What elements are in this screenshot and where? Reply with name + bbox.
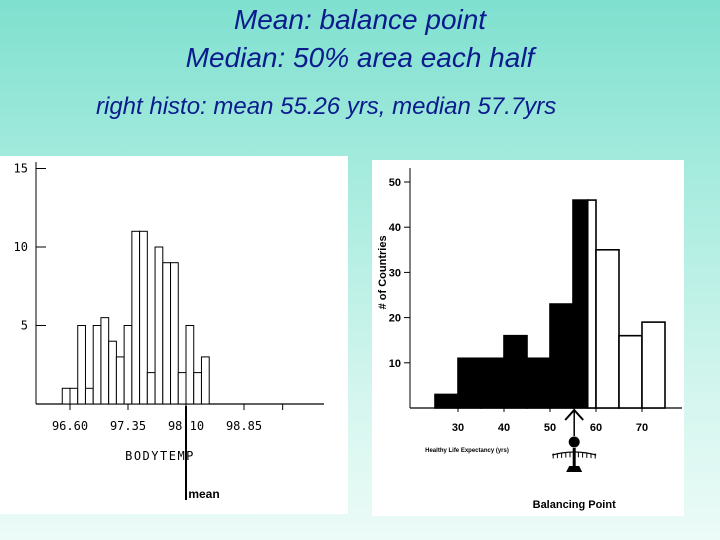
histogram-bar-below-median [434,393,459,409]
x-tick-label: 50 [544,422,556,434]
slide-title-line2: Median: 50% area each half [185,42,535,73]
histogram-bar [139,230,148,405]
x-axis-label: Healthy Life Expectancy (yrs) [425,448,509,454]
y-tick-label: 5 [21,319,28,333]
fulcrum-knob [568,436,580,448]
x-tick-label: 70 [636,422,648,434]
histogram-bar [123,325,133,405]
histogram-bar-above-median [595,249,620,409]
histogram-bar-above-median [641,321,666,409]
histogram-bar [115,356,125,405]
histogram-bar [92,325,102,405]
histogram-bar [131,230,141,405]
y-tick-label: 10 [389,358,401,370]
histogram-bar-below-median [572,199,589,409]
x-tick-label: 40 [498,422,510,434]
y-tick-label: 40 [389,222,401,234]
slide-title-line1: Mean: balance point [233,4,487,35]
y-axis-label: # of Countries [377,235,389,309]
histogram-bar [108,340,117,405]
x-axis-label: BODYTEMP [125,449,195,463]
histogram-bar [162,262,172,405]
fulcrum-base [566,466,583,472]
y-tick-label: 20 [389,313,401,325]
histogram-bar-below-median [457,357,482,409]
histogram-bar-above-median [586,199,597,409]
life-expectancy-histogram-panel: 10 20 30 40 50 # of Countries 30 40 50 60 70 Health… [372,160,684,516]
slide-subtitle: right histo: mean 55.26 yrs, median 57.7… [96,93,557,120]
histogram-bar [69,387,79,405]
x-tick-label: 60 [590,422,602,434]
y-tick-label: 50 [389,177,401,189]
histogram-bar [193,372,202,405]
x-tick-label: 98.85 [226,419,262,433]
histogram-bar [200,356,210,405]
histogram-bar-below-median [526,357,551,409]
x-tick-label: 30 [452,422,464,434]
balancing-point-label: Balancing Point [533,499,616,511]
histogram-bar [185,325,195,405]
histogram-bar [100,317,110,405]
mean-label: mean [188,487,219,501]
histogram-bar [170,262,179,405]
histogram-bar [154,246,164,405]
x-tick-label: 97.35 [110,419,146,433]
y-tick-label: 15 [14,162,28,176]
histogram-bar-below-median [503,334,528,409]
histogram-bar [84,387,94,405]
histogram-bar-below-median [549,303,574,409]
histogram-bar [177,372,187,405]
histogram-bar [61,387,71,405]
histogram-bar-below-median [480,357,505,409]
y-tick-label: 30 [389,267,401,279]
y-tick-label: 10 [14,240,28,254]
histogram-bar [146,372,156,405]
x-tick-label: 96.60 [52,419,88,433]
histogram-bar [77,325,86,405]
histogram-bar-above-median [618,334,643,409]
